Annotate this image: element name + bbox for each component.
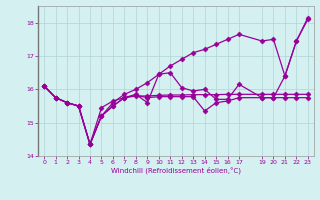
X-axis label: Windchill (Refroidissement éolien,°C): Windchill (Refroidissement éolien,°C) — [111, 167, 241, 174]
